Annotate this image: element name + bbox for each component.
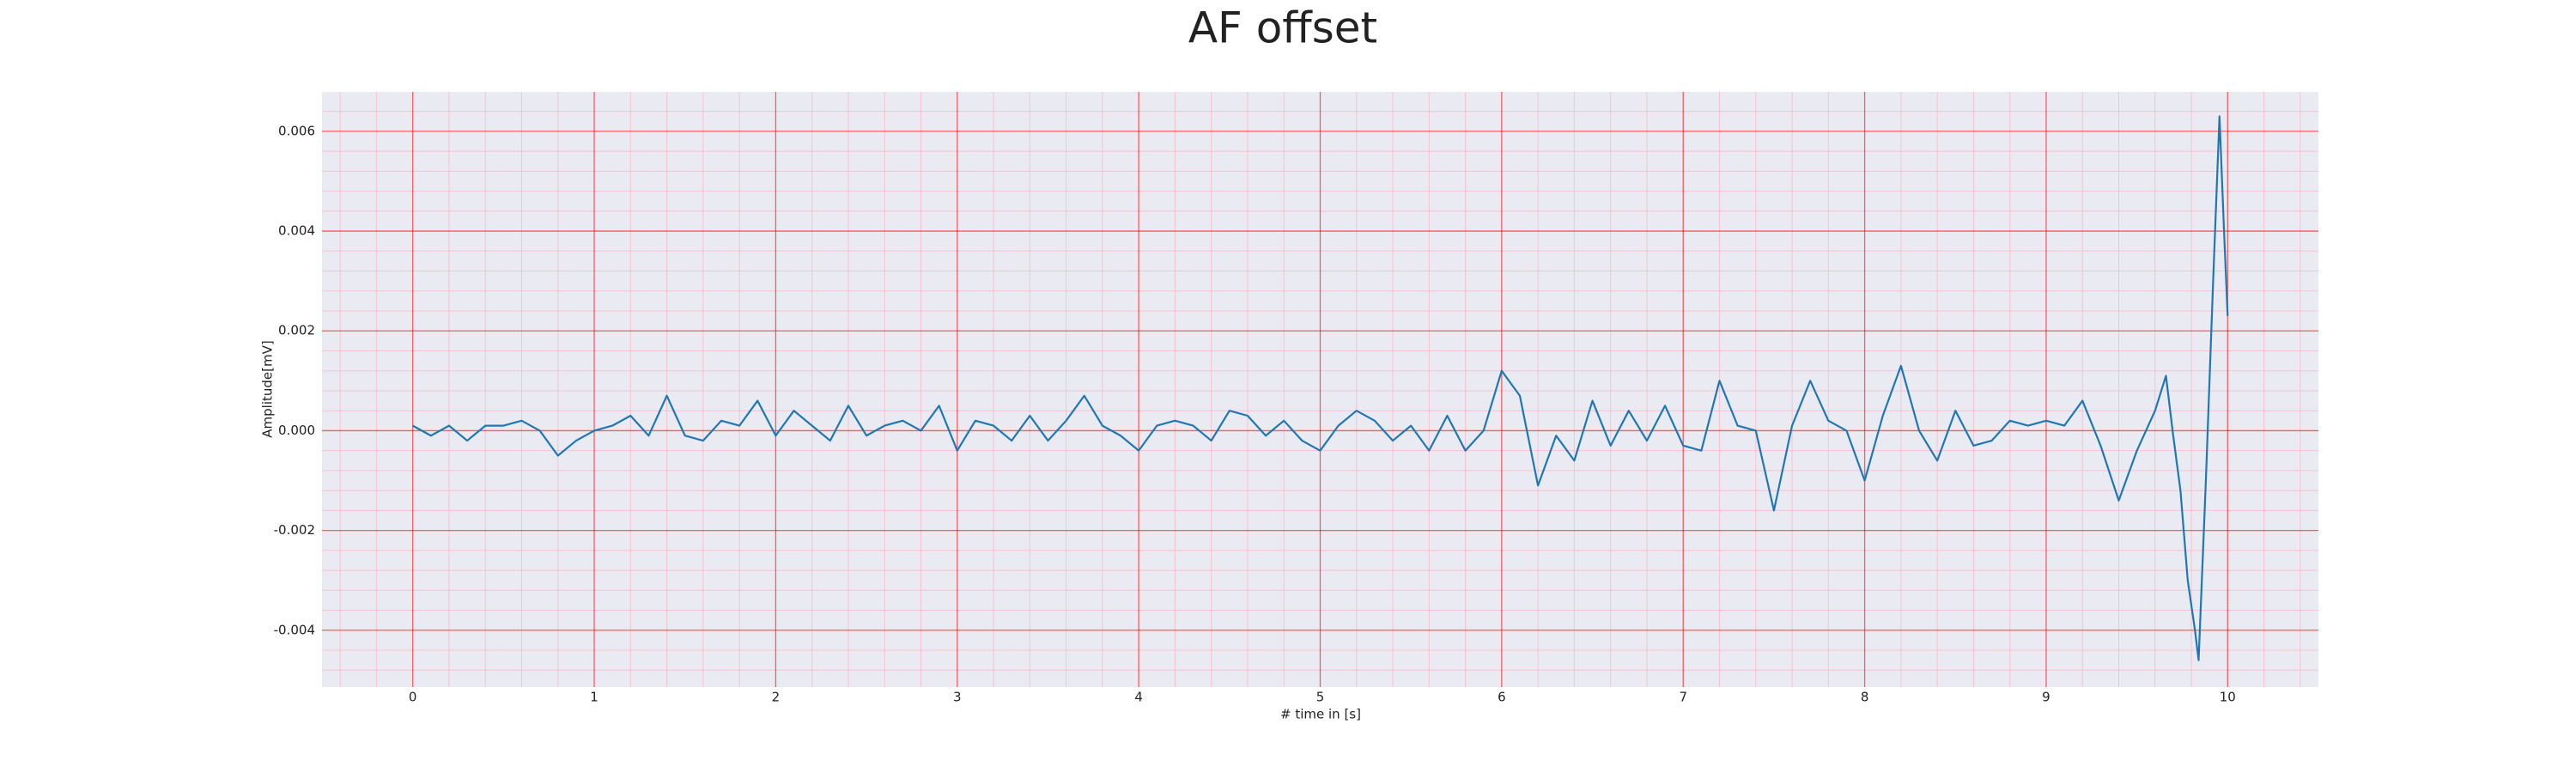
y-tick-label: 0.000 [278, 423, 315, 438]
y-tick-label: 0.004 [278, 223, 315, 239]
x-tick-label: 10 [2220, 690, 2236, 705]
y-tick-label: 0.006 [278, 123, 315, 138]
y-tick-label: 0.002 [278, 323, 315, 338]
x-tick-label: 0 [409, 690, 417, 705]
y-axis-label: Amplitude[mV] [260, 340, 276, 437]
chart-title: AF offset [1188, 3, 1377, 53]
x-tick-label: 3 [953, 690, 962, 705]
x-tick-label: 7 [1679, 690, 1687, 705]
x-tick-label: 8 [1861, 690, 1869, 705]
x-tick-label: 2 [772, 690, 781, 705]
y-tick-label: -0.002 [274, 522, 315, 538]
y-tick-label: -0.004 [274, 622, 315, 637]
data-line [412, 115, 2229, 661]
x-tick-label: 1 [590, 690, 598, 705]
x-axis-label: # time in [s] [1280, 707, 1361, 722]
x-tick-label: 9 [2042, 690, 2050, 705]
x-tick-label: 6 [1498, 690, 1506, 705]
x-tick-label: 5 [1316, 690, 1325, 705]
x-tick-label: 4 [1134, 690, 1143, 705]
